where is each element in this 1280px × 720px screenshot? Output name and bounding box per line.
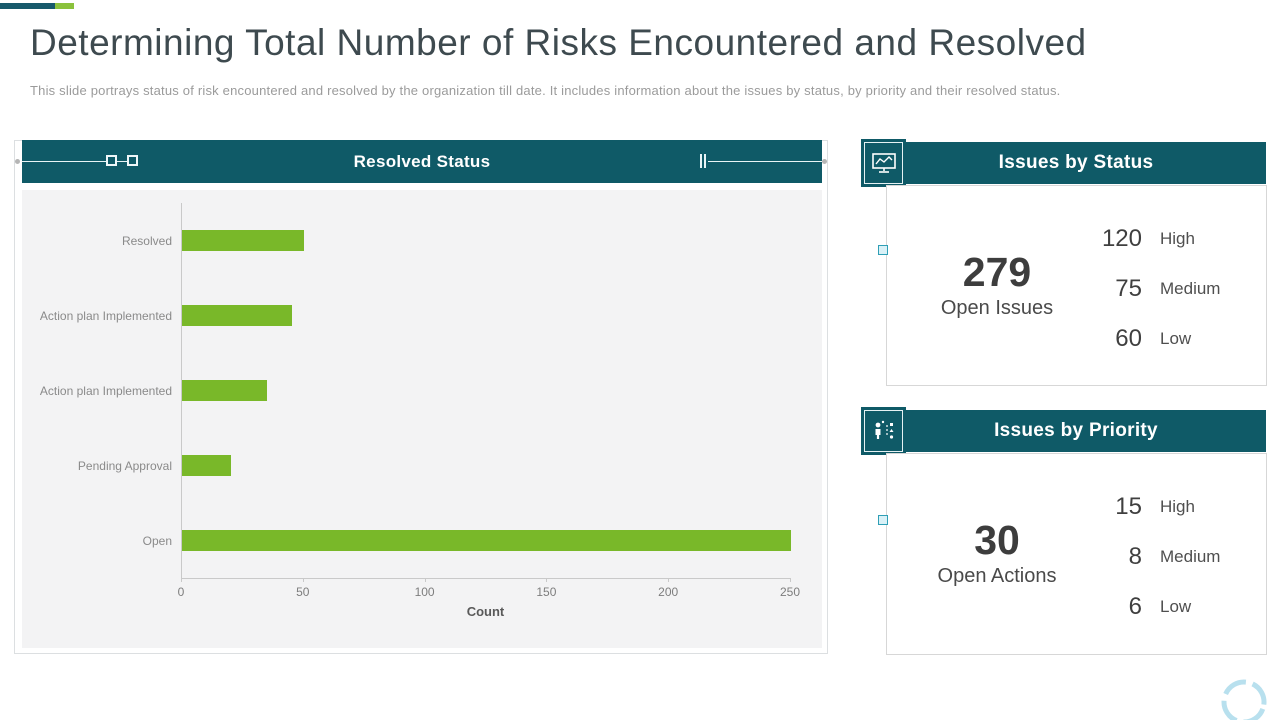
header-decor-square [127,155,138,166]
selection-handle[interactable] [878,245,888,255]
accent-bar-green [55,3,74,9]
priority-medium-value: 8 [1128,543,1142,570]
header-decor-square [106,155,117,166]
bar[interactable] [182,380,268,401]
monitor-chart-icon [864,142,903,184]
open-actions-label: Open Actions [937,565,1057,587]
priority-medium-label: Medium [1160,547,1221,566]
x-tick-label: 200 [658,585,679,599]
selection-handle[interactable] [878,515,888,525]
x-tick-mark [424,578,426,582]
header-decor-line-left [22,161,106,162]
ring-circle [1221,679,1267,720]
person-flow-icon [864,410,903,452]
status-panel-icon-box [861,139,906,187]
x-axis-line [181,578,791,579]
breakdown-row: 120 High [1084,214,1244,264]
status-medium-label: Medium [1160,279,1221,298]
chart-header: Resolved Status [22,140,822,183]
priority-panel-title: Issues by Priority [994,420,1158,441]
priority-big-block: 30 Open Actions [907,454,1087,654]
category-label: Open [142,533,172,548]
header-decor-line-right [708,161,822,162]
page-subtitle: This slide portrays status of risk encou… [30,83,1061,98]
priority-high-value: 15 [1115,493,1142,520]
priority-high-label: High [1160,497,1195,516]
status-high-label: High [1160,229,1195,248]
header-decor-bar [700,154,702,168]
status-high-value: 120 [1101,225,1142,252]
status-low-label: Low [1160,329,1192,348]
open-issues-count: 279 [962,248,1032,295]
status-big-block: 279 Open Issues [907,186,1087,385]
breakdown-row: 15 High [1084,482,1244,532]
x-axis-title: Count [466,604,505,619]
x-tick-label: 100 [414,585,435,599]
bar[interactable] [182,305,292,326]
accent-bar-teal [0,3,55,9]
page-title: Determining Total Number of Risks Encoun… [30,22,1087,63]
status-panel-header: Issues by Status [886,142,1266,184]
breakdown-row: 8 Medium [1084,532,1244,582]
decorative-ring-icon [1218,676,1270,720]
priority-panel-body: 30 Open Actions 15 High 8 Medium 6 Low [886,453,1267,655]
breakdown-row: 60 Low [1084,314,1244,364]
breakdown-row: 6 Low [1084,582,1244,632]
open-actions-count: 30 [974,517,1020,563]
bar[interactable] [182,455,231,476]
category-label: Action plan Implemented [39,383,172,398]
status-low-value: 60 [1115,325,1142,352]
status-panel-body: 279 Open Issues 120 High 75 Medium 60 Lo… [886,185,1267,386]
category-label: Action plan Implemented [39,308,172,323]
plot-area: Resolved Action plan Implemented Action pl… [22,190,822,648]
x-tick-label: 50 [296,585,310,599]
header-decor-bar [704,154,706,168]
status-medium-value: 75 [1115,275,1142,302]
status-breakdown: 120 High 75 Medium 60 Low [1084,214,1244,364]
category-label: Pending Approval [77,458,172,473]
bar[interactable] [182,230,304,251]
x-tick-label: 150 [536,585,557,599]
x-tick-label: 0 [177,585,185,599]
x-tick-mark [790,578,791,582]
x-tick-mark [302,578,304,582]
priority-panel-icon-box [861,407,906,455]
x-tick-label: 250 [779,585,801,599]
x-tick-mark [668,578,670,582]
priority-breakdown: 15 High 8 Medium 6 Low [1084,482,1244,632]
x-tick-mark [181,578,182,582]
priority-low-label: Low [1160,597,1192,616]
breakdown-row: 75 Medium [1084,264,1244,314]
header-decor-line-mid [117,161,127,162]
chart-title: Resolved Status [353,151,491,171]
bar[interactable] [182,530,791,551]
status-panel-title: Issues by Status [998,152,1154,173]
priority-low-value: 6 [1128,593,1142,620]
open-issues-label: Open Issues [940,296,1054,319]
connector-dot-right [822,159,827,164]
priority-panel-header: Issues by Priority [886,410,1266,452]
category-label: Resolved [121,233,172,248]
connector-dot-left [15,159,20,164]
x-tick-mark [546,578,548,582]
y-axis-line [181,203,182,578]
